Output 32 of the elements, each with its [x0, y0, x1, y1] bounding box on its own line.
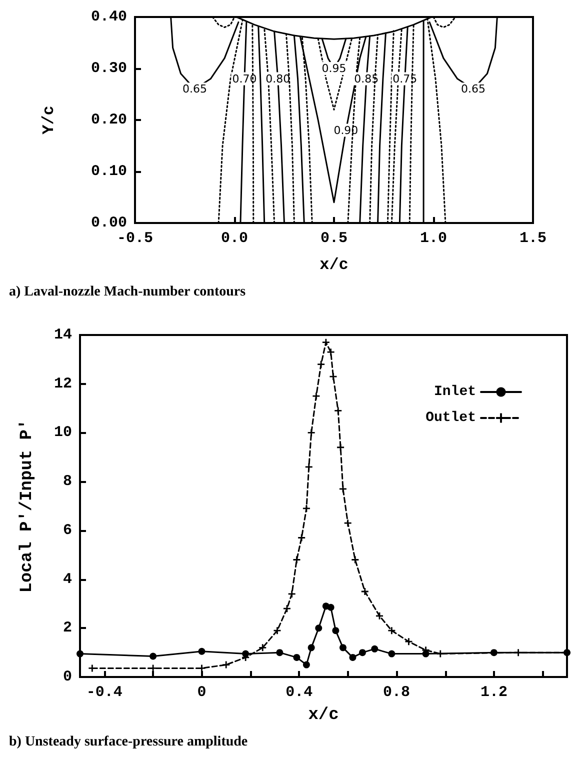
y-axis-title: Y/c: [40, 106, 58, 134]
x-tick-label: 1.0: [420, 230, 448, 247]
x-tick-label: 1.5: [519, 230, 547, 247]
y-tick-label: 0.00: [90, 214, 127, 232]
y-tick-label: 10: [54, 424, 72, 442]
x-tick-label: 0.4: [286, 684, 313, 701]
x-tick-label: 0: [197, 684, 206, 701]
y-axis-title: Local P'/Input P': [18, 419, 37, 593]
x-axis-title: x/c: [320, 256, 348, 274]
y-tick-label: 2: [62, 620, 72, 637]
x-tick-label: 1.2: [480, 684, 508, 701]
y-tick-label: 12: [54, 375, 72, 392]
y-tick-label: 0.10: [90, 163, 127, 180]
text: a) Laval-nozzle Mach-number contours: [9, 284, 246, 300]
y-tick-label: 14: [54, 326, 72, 344]
text: b) Unsteady surface-pressure amplitude: [9, 734, 248, 750]
y-tick-label: 4: [62, 570, 72, 588]
series-label: 0.90: [334, 124, 358, 137]
x-tick-label: -0.5: [116, 230, 154, 247]
legend-label: Inlet: [434, 384, 476, 400]
y-tick-label: 0.30: [90, 60, 127, 77]
x-tick-label: -0.4: [86, 684, 122, 701]
x-tick-label: 0.0: [220, 230, 248, 247]
y-tick-label: 6: [62, 522, 72, 539]
x-tick-label: 0.8: [383, 684, 410, 701]
y-tick-label: 0.40: [90, 8, 127, 26]
x-axis-title: x/c: [308, 706, 339, 725]
y-tick-label: 8: [62, 473, 72, 490]
y-tick-label: 0.20: [90, 112, 127, 128]
x-tick-label: 0.5: [320, 230, 348, 247]
y-tick-label: 0: [62, 668, 72, 686]
legend-label: Outlet: [426, 410, 476, 426]
